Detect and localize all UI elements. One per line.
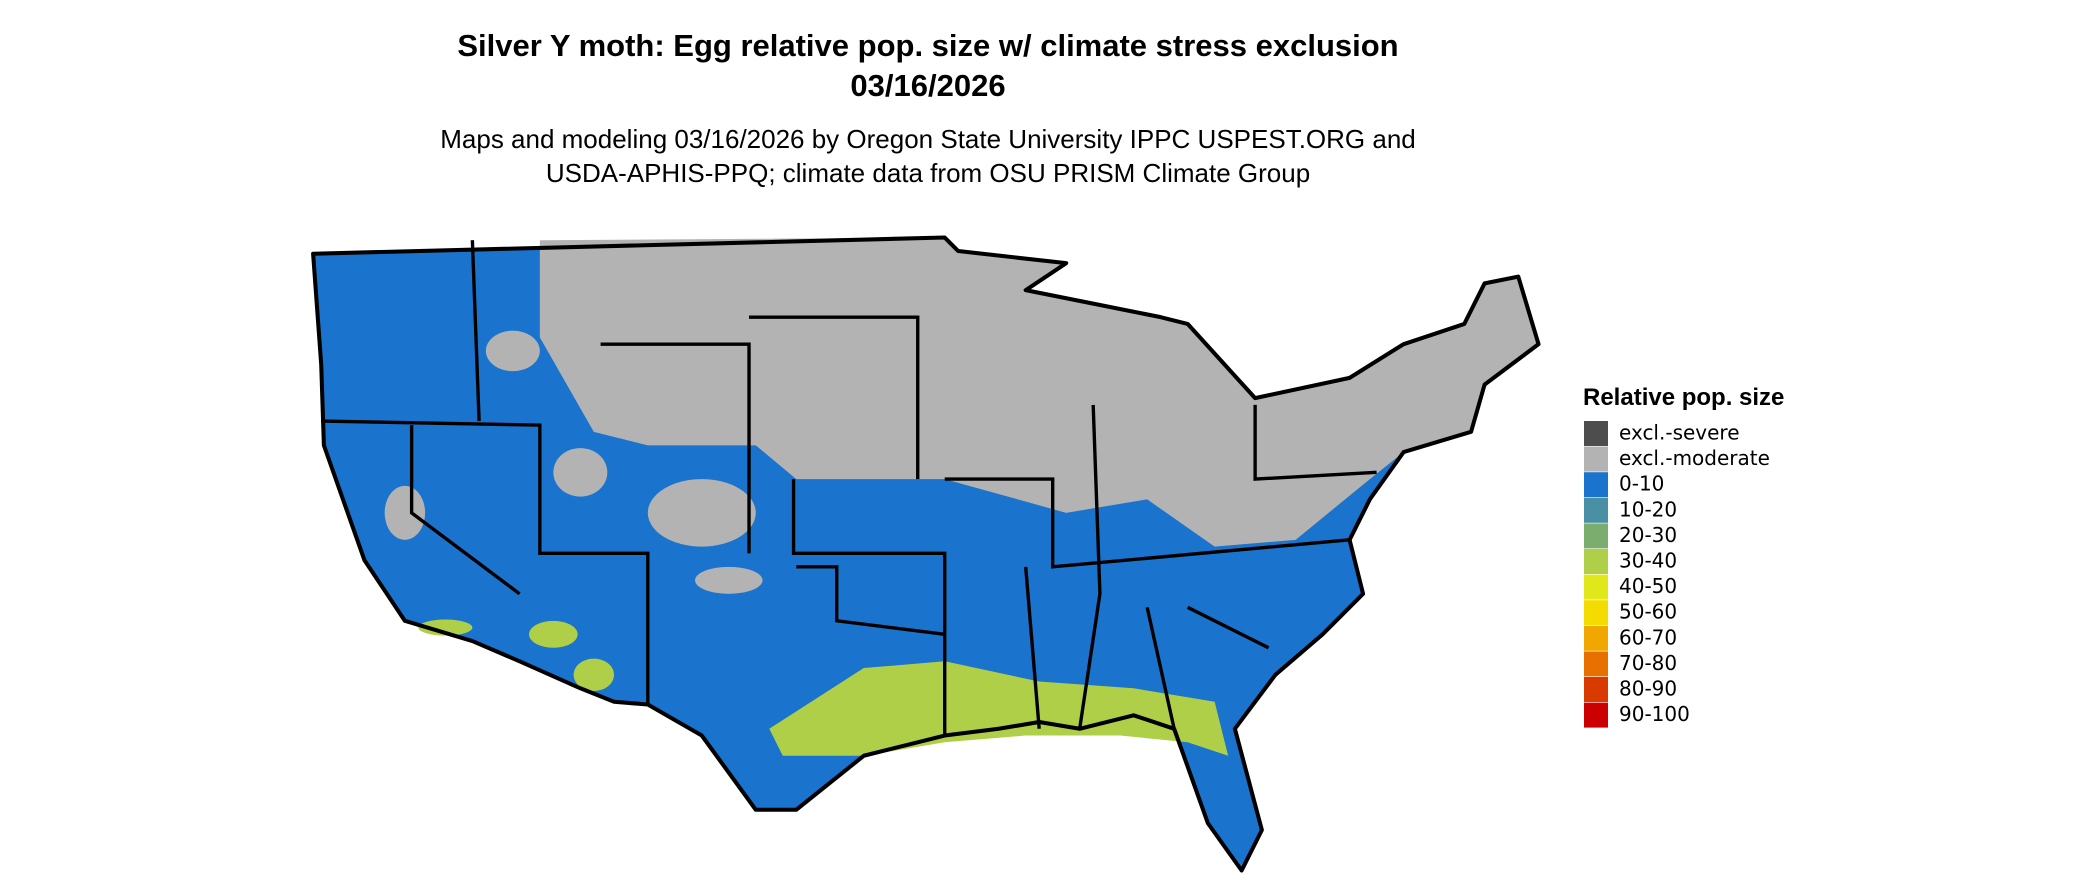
legend-swatch <box>1584 600 1608 626</box>
subtitle: USDA-APHIS-PPQ; climate data from OSU PR… <box>546 158 1310 188</box>
legend-label: 50-60 <box>1619 600 1677 624</box>
southwest-patches <box>418 619 615 691</box>
legend-label: 30-40 <box>1619 549 1677 573</box>
legend-label: excl.-moderate <box>1619 446 1770 470</box>
legend-label: 40-50 <box>1619 574 1677 598</box>
subtitle: Maps and modeling 03/16/2026 by Oregon S… <box>440 124 1416 154</box>
state-borders <box>321 240 1377 736</box>
legend-label: 60-70 <box>1619 625 1677 649</box>
legend-swatch <box>1584 472 1608 498</box>
legend-swatch <box>1584 421 1608 446</box>
excluded-moderate <box>539 237 1539 547</box>
legend-swatch <box>1584 497 1608 523</box>
legend-label: excl.-severe <box>1619 421 1740 445</box>
legend-label: 10-20 <box>1619 497 1677 521</box>
legend-label: 90-100 <box>1619 702 1690 726</box>
date: 03/16/2026 <box>850 68 1005 103</box>
legend-swatch <box>1584 651 1608 677</box>
legend-swatch <box>1584 574 1608 600</box>
band-30-40 <box>769 661 1229 756</box>
legend: excl.-severeexcl.-moderate0-1010-2020-30… <box>1584 421 1770 728</box>
legend-label: 0-10 <box>1619 472 1664 496</box>
legend-label: 20-30 <box>1619 523 1677 547</box>
title: Silver Y moth: Egg relative pop. size w/… <box>457 28 1398 63</box>
legend-swatch <box>1584 549 1608 574</box>
legend-title: Relative pop. size <box>1583 384 1784 411</box>
legend-swatch <box>1584 625 1608 651</box>
legend-label: 80-90 <box>1619 677 1677 701</box>
us-outline <box>311 235 1541 873</box>
excluded-patches <box>384 330 763 594</box>
legend-swatch <box>1584 677 1608 702</box>
legend-swatch <box>1584 523 1608 549</box>
legend-label: 70-80 <box>1619 651 1677 675</box>
legend-swatch <box>1584 446 1608 472</box>
legend-swatch <box>1584 702 1608 728</box>
us-map <box>311 235 1541 873</box>
